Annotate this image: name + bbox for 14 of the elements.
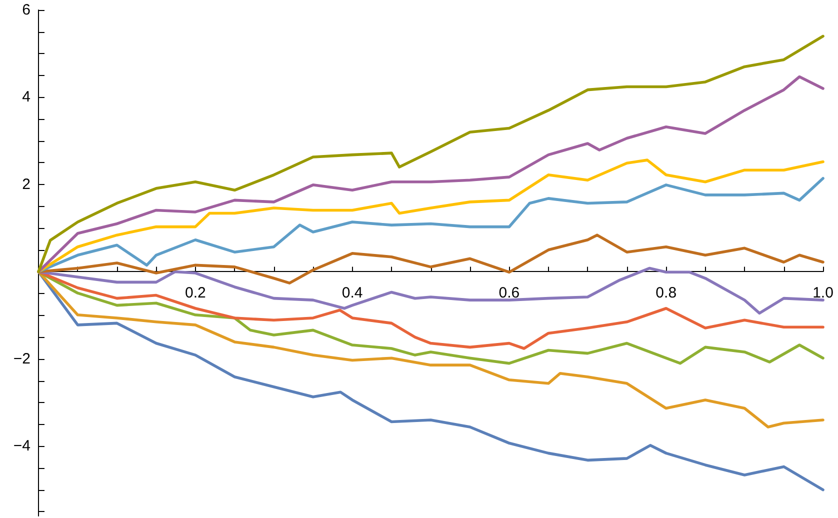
- y-tick-label: 6: [22, 2, 30, 18]
- y-tick-label: 2: [22, 176, 30, 193]
- line-series: [37, 234, 824, 284]
- x-tick-label: 0.2: [184, 284, 206, 302]
- y-tick-label: 4: [22, 88, 30, 106]
- line-series: [37, 75, 824, 274]
- x-tick-label: 1.0: [812, 284, 834, 302]
- line-series: [37, 158, 824, 274]
- y-tick-label: −4: [13, 438, 30, 455]
- line-series: [37, 34, 824, 274]
- x-tick-label: 0.8: [656, 284, 677, 302]
- x-tick-label: 0.4: [342, 284, 363, 302]
- y-tick-label: −2: [13, 350, 30, 368]
- x-tick-label: 0.6: [498, 284, 520, 302]
